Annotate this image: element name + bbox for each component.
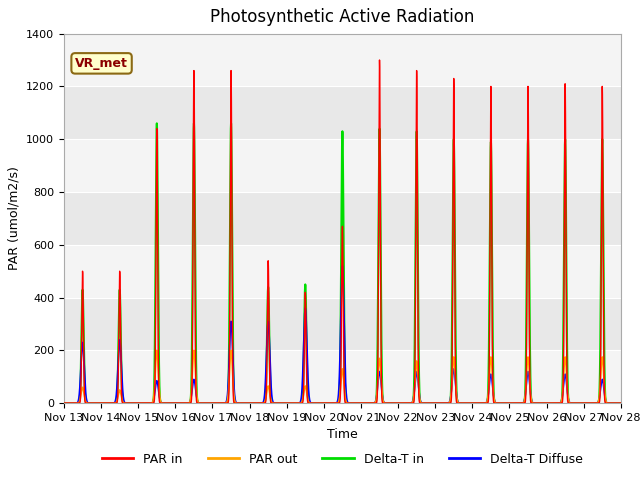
Line: PAR out: PAR out — [64, 350, 621, 403]
Bar — [64, 350, 621, 403]
Delta-T in — [617, 400, 625, 406]
Delta-T Diffuse — [78, 347, 86, 352]
PAR out — [78, 387, 86, 393]
Delta-T Diffuse — [339, 263, 346, 269]
Delta-T in — [153, 120, 161, 126]
Text: VR_met: VR_met — [75, 57, 128, 70]
Bar — [64, 34, 621, 86]
PAR out — [617, 400, 625, 406]
X-axis label: Time: Time — [327, 429, 358, 442]
Delta-T Diffuse — [194, 398, 202, 404]
PAR out — [121, 400, 129, 406]
PAR out — [194, 398, 202, 404]
Bar — [64, 245, 621, 298]
Delta-T in — [121, 400, 129, 406]
Delta-T Diffuse — [617, 400, 625, 406]
PAR out — [355, 400, 362, 406]
Line: Delta-T in: Delta-T in — [64, 123, 621, 403]
PAR out — [153, 348, 161, 353]
PAR in — [376, 57, 383, 63]
PAR out — [60, 400, 68, 406]
Title: Photosynthetic Active Radiation: Photosynthetic Active Radiation — [210, 9, 475, 26]
Bar — [64, 139, 621, 192]
Legend: PAR in, PAR out, Delta-T in, Delta-T Diffuse: PAR in, PAR out, Delta-T in, Delta-T Dif… — [97, 448, 588, 471]
Delta-T in — [78, 314, 86, 320]
PAR out — [543, 400, 550, 406]
Delta-T Diffuse — [355, 400, 362, 406]
PAR in — [617, 400, 625, 406]
PAR in — [182, 400, 190, 406]
PAR out — [182, 400, 190, 406]
Delta-T Diffuse — [543, 400, 550, 406]
PAR in — [194, 400, 202, 406]
PAR in — [543, 400, 550, 406]
Delta-T Diffuse — [121, 399, 129, 405]
PAR in — [355, 400, 362, 406]
PAR in — [121, 400, 129, 406]
Delta-T Diffuse — [60, 400, 68, 406]
Delta-T in — [543, 400, 550, 406]
Y-axis label: PAR (umol/m2/s): PAR (umol/m2/s) — [8, 167, 20, 270]
Delta-T in — [60, 400, 68, 406]
Delta-T in — [355, 400, 362, 406]
Line: Delta-T Diffuse: Delta-T Diffuse — [64, 266, 621, 403]
Delta-T Diffuse — [182, 400, 190, 406]
PAR in — [78, 322, 86, 328]
PAR in — [60, 400, 68, 406]
Line: PAR in: PAR in — [64, 60, 621, 403]
Delta-T in — [182, 400, 190, 406]
Delta-T in — [194, 399, 202, 405]
